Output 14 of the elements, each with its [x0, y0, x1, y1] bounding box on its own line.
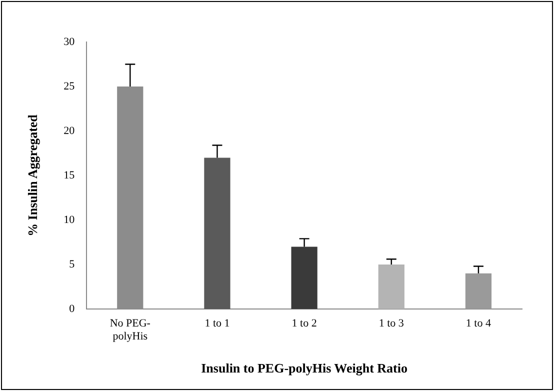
- y-tick-label: 20: [64, 124, 76, 137]
- y-tick-label: 25: [64, 80, 76, 92]
- x-tick-label: 1 to 2: [292, 317, 317, 330]
- y-tick-label: 30: [64, 36, 76, 48]
- y-tick-label: 5: [69, 258, 76, 270]
- y-tick-label: 15: [64, 169, 76, 182]
- x-tick-label: No PEG-polyHis: [110, 317, 151, 343]
- x-tick-label: 1 to 3: [378, 317, 404, 330]
- x-tick-label: 1 to 4: [466, 317, 492, 330]
- y-axis-title: % Insulin Aggregated: [25, 114, 40, 236]
- y-tick-label: 0: [69, 302, 76, 315]
- y-tick-label: 10: [64, 214, 76, 226]
- x-tick-label: 1 to 1: [204, 317, 230, 330]
- x-axis-title: Insulin to PEG-polyHis Weight Ratio: [201, 360, 408, 376]
